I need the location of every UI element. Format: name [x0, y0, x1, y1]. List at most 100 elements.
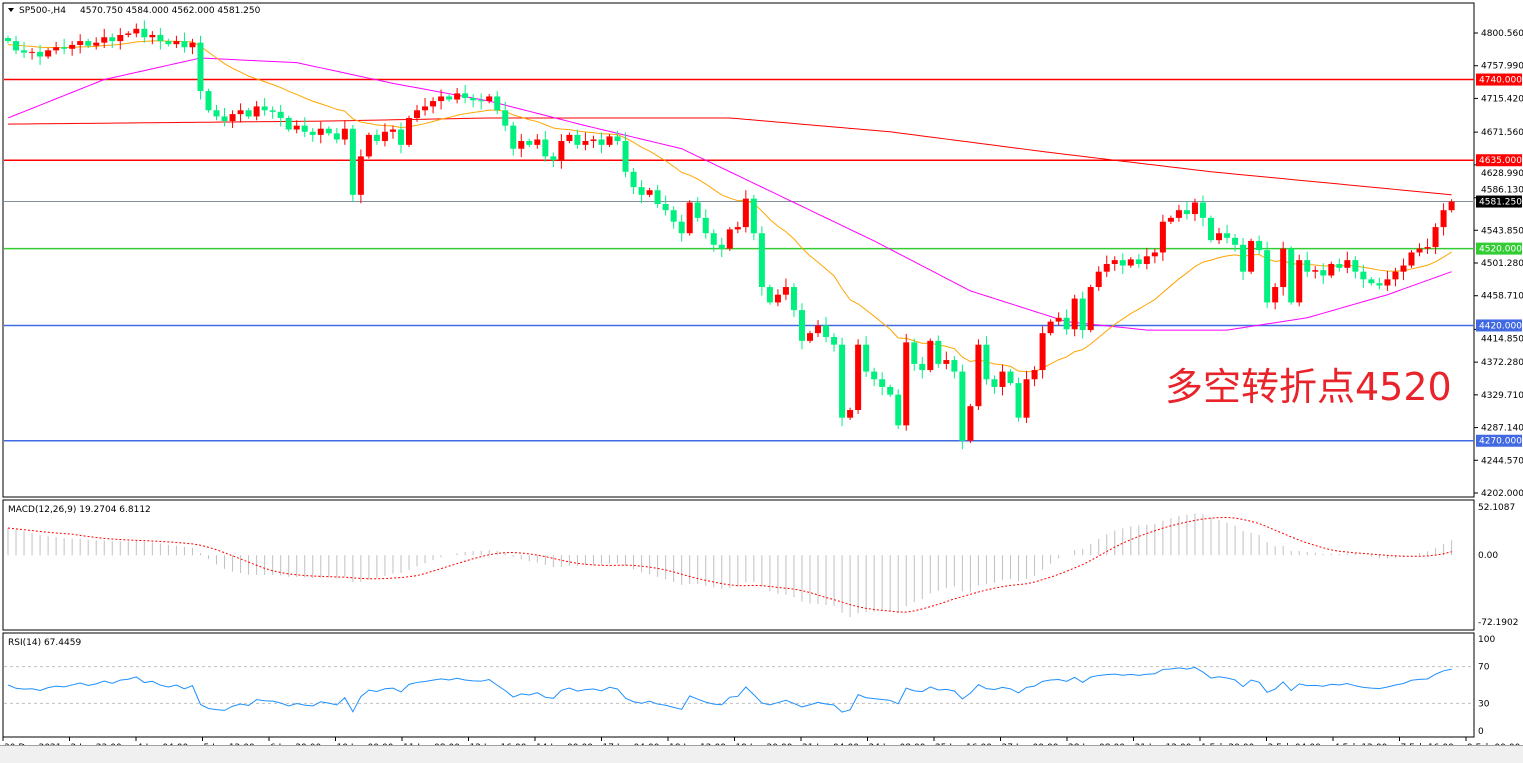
x-tick-label: 24 Jan 08:00: [869, 743, 926, 745]
chart-tabs-bar: [0, 745, 1523, 763]
candle-bullish: [53, 47, 60, 51]
macd-tick-label: 52.1087: [1478, 503, 1515, 513]
candle-bullish: [406, 117, 412, 145]
price-tag-label: 4420.000: [1479, 321, 1522, 331]
candle-bullish: [486, 96, 493, 102]
price-tag: [1476, 434, 1522, 447]
price-tag: [1476, 319, 1522, 332]
candle-bearish: [863, 344, 870, 372]
candle-bullish: [253, 106, 260, 117]
y-tick-label: 4715.420: [1481, 94, 1523, 104]
candle-bearish: [1240, 244, 1247, 272]
candle-bearish: [750, 198, 757, 234]
x-tick-label: 30 Dec 2021: [4, 743, 62, 745]
candle-bearish: [823, 325, 830, 337]
candle-bearish: [1376, 283, 1383, 286]
candle-bullish: [1175, 210, 1182, 218]
candle-bearish: [1135, 259, 1142, 264]
candle-bullish: [173, 41, 180, 45]
macd-panel-frame: [2, 499, 1475, 631]
candle-bullish: [317, 128, 324, 135]
candle-bullish: [558, 141, 565, 161]
candle-bullish: [1143, 256, 1150, 264]
collapse-triangle-icon[interactable]: [8, 8, 14, 12]
candle-bullish: [1408, 252, 1415, 266]
candle-bearish: [1015, 383, 1022, 418]
candle-bearish: [221, 116, 228, 122]
y-tick-label: 4202.000: [1481, 489, 1523, 499]
candle-bearish: [1224, 233, 1231, 238]
candle-bearish: [1256, 240, 1263, 251]
candle-bearish: [991, 379, 998, 387]
candle-bullish: [293, 125, 300, 130]
candle-bearish: [614, 136, 621, 142]
candle-bearish: [638, 187, 645, 195]
candle-bullish: [341, 128, 348, 140]
x-tick-label: 10 Jan 00:00: [337, 743, 394, 745]
chart-window[interactable]: 4800.560 4757.990 4715.420 4671.560 4628.990…: [0, 0, 1523, 745]
candle-bullish: [1272, 287, 1279, 303]
candle-bearish: [301, 125, 308, 132]
candle-bullish: [1432, 227, 1439, 248]
y-tick-label: 4372.280: [1481, 358, 1523, 368]
rsi-tick-label: 30: [1478, 699, 1490, 709]
candle-bullish: [606, 136, 613, 145]
candle-bearish: [37, 51, 44, 57]
y-tick-label: 4244.570: [1481, 456, 1523, 466]
candle-bullish: [101, 37, 108, 43]
candle-bullish: [943, 360, 950, 364]
candle-bullish: [1111, 260, 1118, 264]
candle-bearish: [1264, 250, 1271, 303]
candle-bullish: [1047, 321, 1054, 334]
candle-bearish: [141, 28, 148, 38]
candle-bearish: [1119, 260, 1126, 266]
candle-bearish: [1007, 371, 1014, 384]
candle-bearish: [911, 342, 918, 364]
candle-bearish: [213, 110, 220, 117]
candle-bearish: [494, 96, 501, 111]
candle-bearish: [919, 363, 926, 371]
candle-bearish: [157, 34, 164, 42]
y-tick-label: 4543.850: [1481, 226, 1523, 236]
candle-bearish: [502, 110, 509, 126]
x-tick-label: 2 Jan 23:00: [71, 743, 123, 745]
candle-bearish: [1232, 237, 1239, 245]
price-tag: [1476, 242, 1522, 255]
candle-bearish: [1336, 263, 1343, 268]
candle-bullish: [1416, 248, 1423, 253]
symbol-label: SP500-,H4: [19, 6, 66, 16]
candle-bearish: [758, 233, 765, 288]
x-tick-label: 31 Jan 12:00: [1135, 743, 1192, 745]
x-tick-label: 1 Feb 20:00: [1201, 743, 1255, 745]
candle-bearish: [13, 41, 20, 51]
rsi-tick-label: 70: [1478, 663, 1490, 673]
candle-bullish: [1280, 248, 1287, 288]
candle-bearish: [269, 110, 276, 112]
candle-bearish: [678, 221, 685, 234]
candle-bearish: [526, 141, 533, 145]
candle-bearish: [662, 204, 669, 211]
ma-mid-line: [7, 57, 1452, 331]
candle-bullish: [734, 227, 741, 230]
candle-bearish: [718, 244, 725, 249]
candle-bearish: [397, 129, 404, 145]
candle-bullish: [782, 287, 789, 295]
candle-bearish: [478, 100, 485, 102]
candle-bullish: [927, 340, 934, 371]
x-tick-label: 6 Jan 20:00: [270, 743, 322, 745]
candle-bearish: [21, 50, 28, 53]
candle-bearish: [622, 141, 629, 172]
candle-bullish: [133, 28, 140, 34]
price-tag: [1476, 73, 1522, 86]
candle-bullish: [807, 333, 813, 341]
candle-bearish: [831, 336, 838, 345]
main-panel-frame: [2, 2, 1475, 498]
candle-bullish: [1127, 259, 1134, 266]
x-tick-label: 12 Jan 16:00: [470, 743, 527, 745]
candle-bearish: [1183, 210, 1190, 215]
candle-bearish: [1360, 271, 1367, 280]
x-tick-label: 28 Jan 08:00: [1068, 743, 1125, 745]
candle-bearish: [654, 190, 661, 205]
candle-bullish: [566, 134, 573, 142]
candle-bearish: [766, 287, 773, 303]
